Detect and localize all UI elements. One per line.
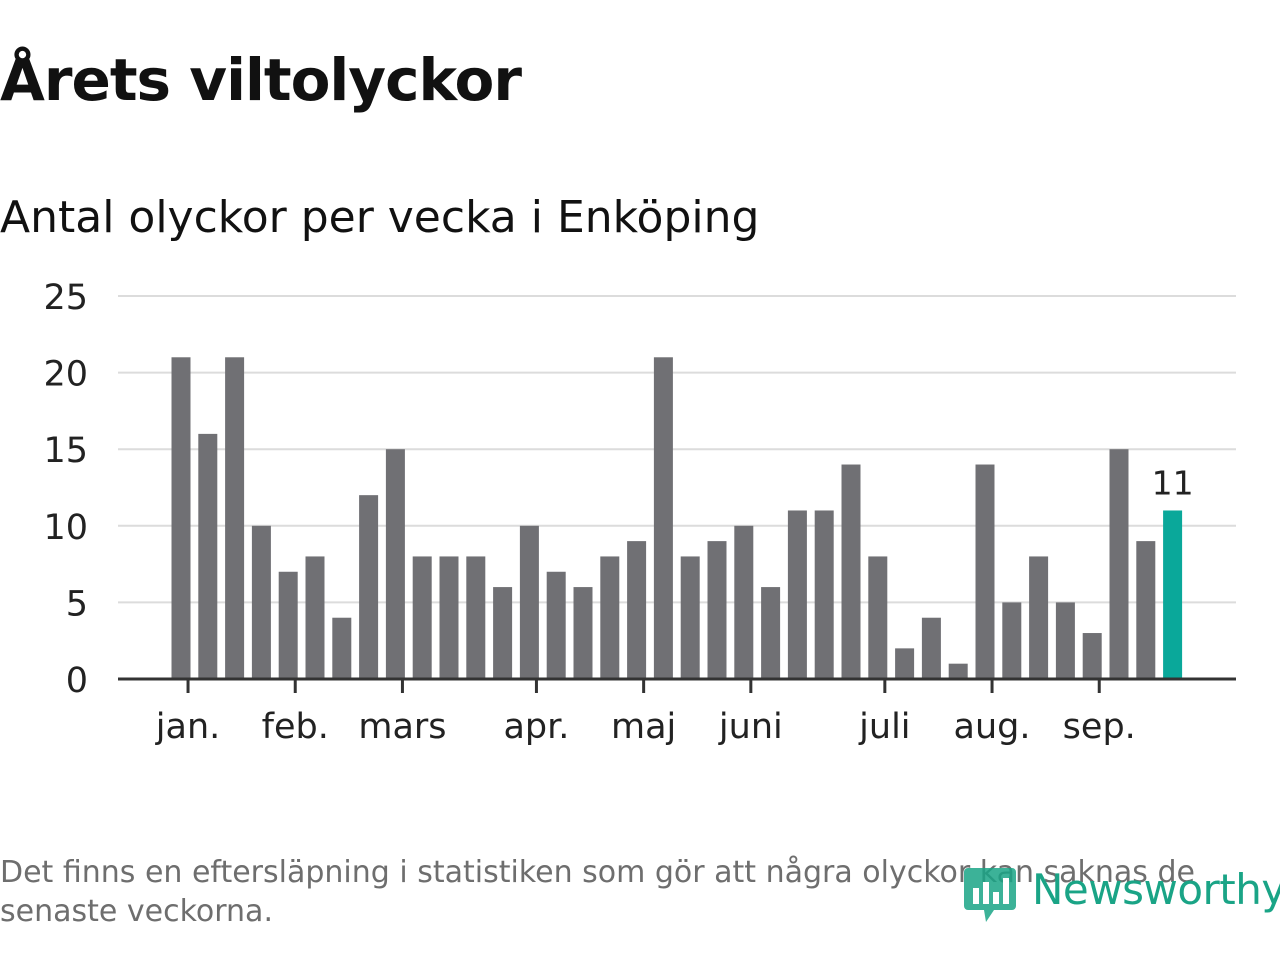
x-tick-labels: jan. feb. mars apr. maj juni juli aug. sep. — [155, 707, 1136, 747]
bar — [1029, 556, 1049, 679]
bar — [439, 556, 459, 679]
bar — [895, 648, 915, 679]
bar — [1136, 541, 1156, 679]
bar — [251, 525, 271, 679]
bar — [546, 571, 566, 679]
bar — [493, 587, 513, 679]
gridlines — [118, 295, 1236, 604]
x-tick-label: aug. — [954, 707, 1031, 747]
bars — [171, 357, 1183, 679]
bar — [761, 587, 781, 679]
x-tick-label: sep. — [1063, 707, 1136, 747]
bar — [573, 587, 593, 679]
annotations: 11 — [1152, 463, 1194, 502]
bar — [385, 449, 405, 679]
x-tick-label: mars — [358, 707, 446, 747]
bar — [332, 617, 352, 679]
bar — [305, 556, 325, 679]
bar — [680, 556, 700, 679]
bar — [519, 525, 539, 679]
highlight-value-label: 11 — [1152, 463, 1194, 502]
y-tick-label: 20 — [43, 355, 88, 395]
x-tick-label: feb. — [262, 707, 329, 747]
bar — [1002, 602, 1022, 679]
bar — [278, 571, 298, 679]
bar — [734, 525, 754, 679]
newsworthy-logo: Newsworthy — [962, 860, 1280, 930]
bar — [1109, 449, 1129, 679]
bar — [653, 357, 673, 679]
y-tick-label: 5 — [66, 584, 88, 624]
brand-name: Newsworthy — [1032, 865, 1280, 914]
bar — [225, 357, 245, 679]
bar — [975, 464, 995, 679]
y-tick-label: 0 — [66, 661, 88, 701]
x-tick-label: apr. — [503, 707, 569, 747]
bar — [1082, 633, 1102, 679]
bar — [198, 433, 218, 679]
bar — [948, 663, 968, 679]
bar — [412, 556, 432, 679]
x-tick-label: jan. — [155, 707, 220, 747]
bar-highlight — [1163, 510, 1183, 679]
bar — [814, 510, 834, 679]
bar — [787, 510, 807, 679]
bar — [466, 556, 486, 679]
newsworthy-logo-icon — [964, 868, 1016, 922]
x-tick-label: juni — [718, 707, 783, 747]
chart-subtitle: Antal olyckor per vecka i Enköping — [0, 192, 760, 243]
chart-title: Årets viltolyckor — [0, 46, 522, 114]
footnote-line-2: senaste veckorna. — [0, 894, 273, 929]
bar — [1055, 602, 1075, 679]
y-axis: 0 5 10 15 20 25 — [43, 278, 88, 701]
bar-chart: 0 5 10 15 20 25 jan. feb. mars apr. maj juni juli au… — [43, 278, 1236, 747]
y-tick-label: 25 — [43, 278, 88, 318]
bar — [707, 541, 727, 679]
bar — [600, 556, 620, 679]
x-tick-label: juli — [858, 707, 910, 747]
bar — [359, 495, 379, 679]
bar — [841, 464, 861, 679]
bar — [921, 617, 941, 679]
bar — [627, 541, 647, 679]
y-tick-label: 15 — [43, 431, 88, 471]
bar — [171, 357, 191, 679]
y-tick-label: 10 — [43, 508, 88, 548]
x-axis — [118, 677, 1236, 693]
bar — [868, 556, 888, 679]
x-tick-label: maj — [611, 707, 676, 747]
